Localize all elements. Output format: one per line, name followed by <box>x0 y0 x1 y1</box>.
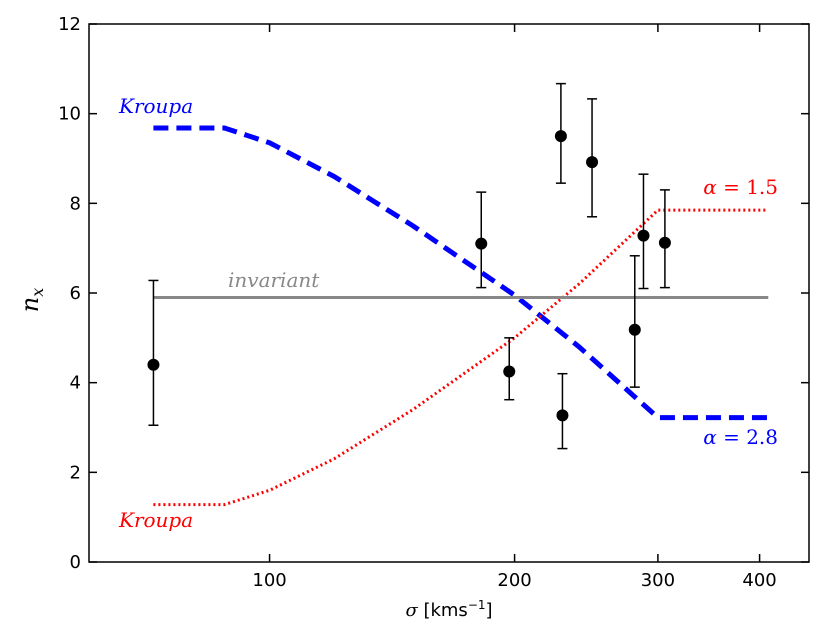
data-point-5 <box>586 98 599 218</box>
data-marker <box>556 409 569 422</box>
x-tick-label-2: 300 <box>641 570 675 591</box>
y-tick-label-5: 10 <box>58 104 81 125</box>
data-marker <box>475 237 488 250</box>
y-axis-title: nx <box>16 288 47 313</box>
plot-frame <box>88 23 810 563</box>
y-tick-label-0: 0 <box>70 552 81 573</box>
data-point-3 <box>554 82 567 184</box>
data-point-0 <box>147 279 160 427</box>
data-point-6 <box>628 255 641 388</box>
data-marker <box>586 156 599 169</box>
annotation-kroupa-red: Kroupa <box>118 508 193 532</box>
data-point-1 <box>475 191 488 289</box>
ticks-layer <box>89 23 809 563</box>
data-marker <box>637 229 650 242</box>
y-tick-label-3: 6 <box>70 283 81 304</box>
data-point-7 <box>637 173 650 290</box>
annotation-alpha-1-5: α = 1.5 <box>703 175 778 199</box>
series-line-0 <box>153 125 769 421</box>
data-marker <box>503 365 516 378</box>
data-marker <box>147 358 160 371</box>
series-line-1 <box>153 208 769 507</box>
data-point-4 <box>556 372 569 450</box>
data-marker <box>554 130 567 143</box>
y-tick-label-6: 12 <box>58 14 81 35</box>
annotation-invariant: invariant <box>228 268 320 292</box>
annotation-alpha-2-8: α = 2.8 <box>703 425 778 449</box>
data-points-layer <box>147 82 671 450</box>
x-axis-title: σ [kms−1] <box>405 598 492 621</box>
data-marker <box>628 323 641 336</box>
x-tick-label-0: 100 <box>252 570 286 591</box>
data-marker <box>658 236 671 249</box>
x-tick-label-1: 200 <box>497 570 531 591</box>
data-point-8 <box>658 189 671 289</box>
data-point-2 <box>503 337 516 401</box>
annotation-kroupa-blue: Kroupa <box>118 94 193 118</box>
y-tick-label-1: 2 <box>70 462 81 483</box>
x-tick-label-3: 400 <box>742 570 776 591</box>
labels-layer: 100 200 300 400 0 2 4 6 8 10 12 <box>58 14 777 591</box>
series-layer <box>153 125 769 507</box>
y-tick-label-2: 4 <box>70 373 81 394</box>
y-tick-label-4: 8 <box>70 193 81 214</box>
